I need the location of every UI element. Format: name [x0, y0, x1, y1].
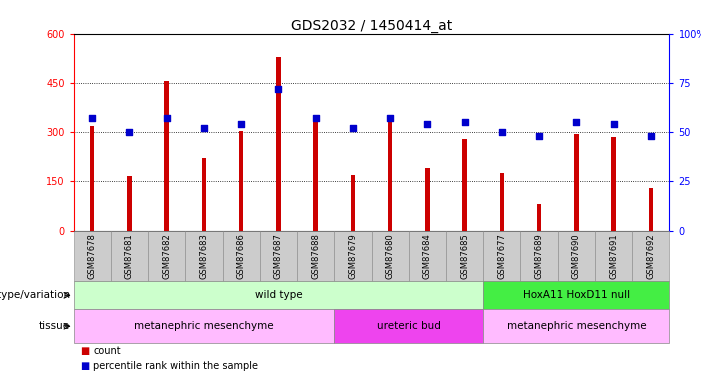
Point [236, 122, 247, 128]
Bar [90, 126, 95, 231]
Point [124, 129, 135, 135]
Bar [388, 121, 393, 231]
Bar [446, 231, 483, 281]
Text: HoxA11 HoxD11 null: HoxA11 HoxD11 null [523, 290, 630, 300]
Bar [520, 231, 558, 281]
Point [496, 129, 508, 135]
Text: GSM87680: GSM87680 [386, 233, 395, 279]
Bar [148, 231, 185, 281]
Text: GSM87677: GSM87677 [498, 233, 506, 279]
Bar [409, 231, 446, 281]
Text: metanephric mesenchyme: metanephric mesenchyme [134, 321, 274, 331]
Bar [260, 231, 297, 281]
Text: GSM87688: GSM87688 [311, 233, 320, 279]
Text: GSM87691: GSM87691 [609, 233, 618, 279]
Bar [537, 204, 541, 231]
Bar [350, 175, 355, 231]
Bar [648, 188, 653, 231]
Point [161, 116, 172, 122]
Point [459, 119, 470, 125]
Text: GSM87690: GSM87690 [572, 233, 581, 279]
Point [198, 125, 210, 131]
Bar [202, 158, 206, 231]
Bar [483, 309, 669, 343]
Text: wild type: wild type [254, 290, 302, 300]
Bar [558, 231, 595, 281]
Text: GSM87687: GSM87687 [274, 233, 283, 279]
Bar [574, 134, 578, 231]
Text: ■: ■ [81, 361, 90, 370]
Bar [334, 231, 372, 281]
Point [571, 119, 582, 125]
Text: ureteric bud: ureteric bud [377, 321, 441, 331]
Bar [372, 231, 409, 281]
Text: GSM87682: GSM87682 [162, 233, 171, 279]
Point [608, 122, 619, 128]
Bar [185, 231, 222, 281]
Text: GSM87681: GSM87681 [125, 233, 134, 279]
Bar [74, 281, 483, 309]
Bar [595, 231, 632, 281]
Point [533, 133, 545, 139]
Bar [500, 173, 504, 231]
Text: GSM87678: GSM87678 [88, 233, 97, 279]
Bar [334, 309, 483, 343]
Text: genotype/variation: genotype/variation [0, 290, 70, 300]
Text: GSM87689: GSM87689 [535, 233, 543, 279]
Bar [74, 309, 334, 343]
Point [310, 116, 321, 122]
Bar [276, 57, 280, 231]
Bar [239, 130, 243, 231]
Bar [222, 231, 260, 281]
Text: GSM87684: GSM87684 [423, 233, 432, 279]
Text: GSM87686: GSM87686 [237, 233, 245, 279]
Point [385, 116, 396, 122]
Bar [313, 121, 318, 231]
Text: ■: ■ [81, 346, 90, 355]
Text: metanephric mesenchyme: metanephric mesenchyme [507, 321, 646, 331]
Title: GDS2032 / 1450414_at: GDS2032 / 1450414_at [291, 19, 452, 33]
Bar [111, 231, 148, 281]
Text: percentile rank within the sample: percentile rank within the sample [93, 361, 258, 370]
Bar [632, 231, 669, 281]
Bar [128, 177, 132, 231]
Point [347, 125, 358, 131]
Text: tissue: tissue [39, 321, 70, 331]
Bar [483, 281, 669, 309]
Bar [611, 137, 615, 231]
Bar [425, 168, 430, 231]
Bar [483, 231, 520, 281]
Text: count: count [93, 346, 121, 355]
Point [87, 116, 98, 122]
Text: GSM87679: GSM87679 [348, 233, 358, 279]
Bar [297, 231, 334, 281]
Point [273, 86, 284, 92]
Bar [463, 139, 467, 231]
Text: GSM87683: GSM87683 [200, 233, 208, 279]
Point [422, 122, 433, 128]
Text: GSM87685: GSM87685 [460, 233, 469, 279]
Bar [165, 81, 169, 231]
Point [645, 133, 656, 139]
Bar [74, 231, 111, 281]
Text: GSM87692: GSM87692 [646, 233, 655, 279]
